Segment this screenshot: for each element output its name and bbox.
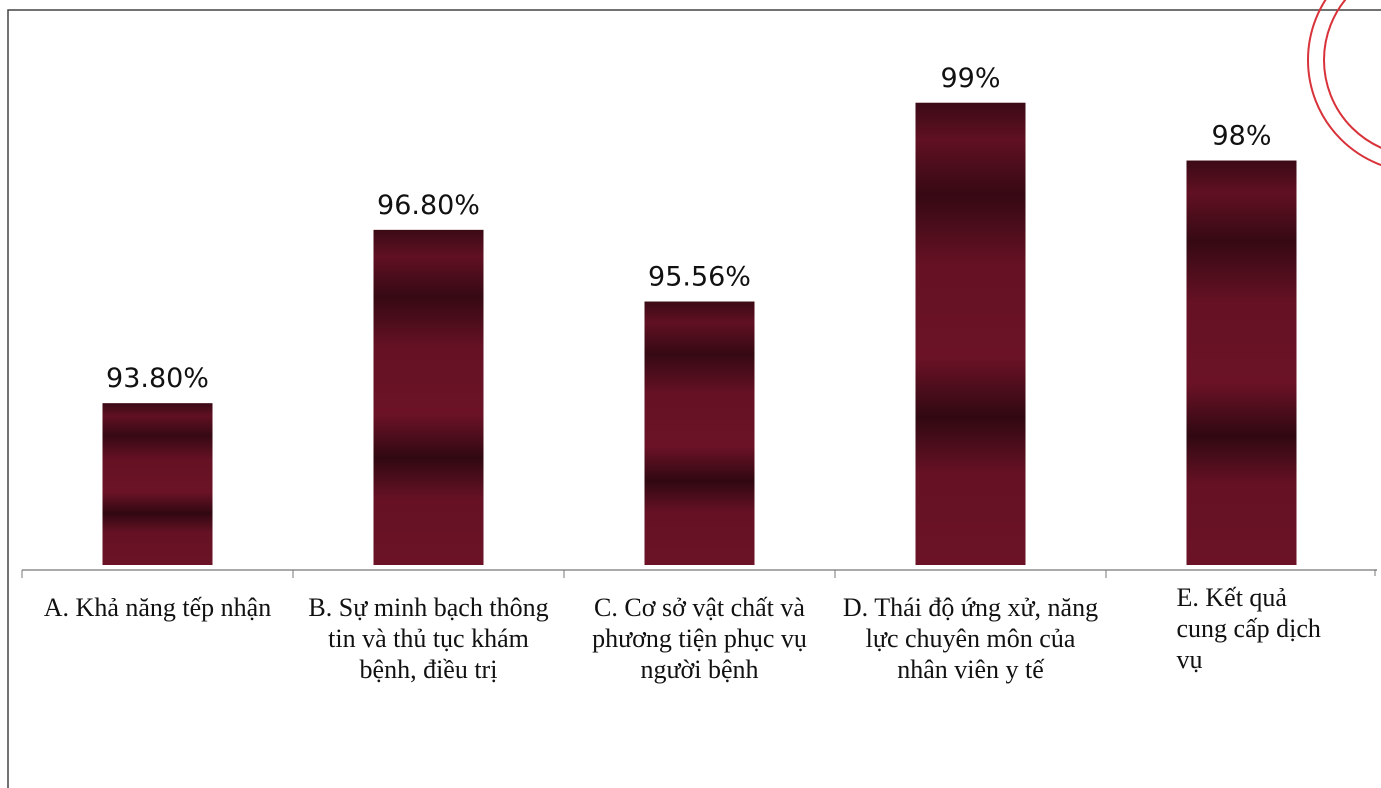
bar-shade (644, 301, 755, 565)
value-label: 96.80% (377, 190, 480, 221)
value-label: 93.80% (106, 363, 209, 394)
x-tick-label: D. Thái độ ứng xử, năng lực chuyên môn c… (842, 593, 1099, 684)
value-label: 95.56% (648, 262, 751, 293)
value-label: 99% (940, 63, 1000, 94)
x-tick-label: E. Kết quả cung cấp dịch vụ (1176, 583, 1321, 674)
frame (7, 9, 1381, 788)
bar-shade (373, 229, 484, 565)
x-tick-label: C. Cơ sở vật chất và phương tiện phục vụ… (592, 593, 807, 684)
stamp (1307, 0, 1381, 167)
x-tick-label: B. Sự minh bạch thông tin và thủ tục khá… (308, 593, 549, 684)
bar-shade (915, 102, 1026, 566)
bar-shade (102, 403, 213, 565)
value-label: 98% (1211, 121, 1271, 152)
x-tick-label: A. Khả năng tếp nhận (43, 593, 272, 622)
plot: 93.80% 96.80% 95.56% 99% 98% (21, 63, 1377, 578)
bar-shade (1186, 160, 1297, 566)
